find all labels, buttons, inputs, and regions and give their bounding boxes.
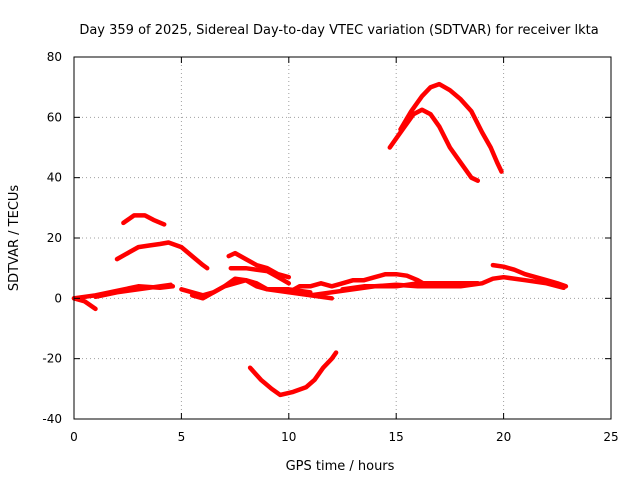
x-tick-label: 20	[496, 430, 511, 444]
axis-ticks: 0 5 10 15 20 25 -40 -20 0 20 40 60 80	[42, 50, 618, 444]
data-series	[71, 81, 569, 398]
series-line-s13	[340, 281, 481, 292]
x-tick-label: 0	[70, 430, 78, 444]
series-line-s15	[387, 107, 481, 183]
y-tick-label: 40	[47, 171, 62, 185]
series-line-s11	[286, 271, 431, 295]
x-tick-label: 15	[389, 430, 404, 444]
grid-lines	[74, 57, 611, 419]
y-tick-label: 60	[47, 110, 62, 124]
y-tick-label: -40	[42, 412, 62, 426]
chart-title: Day 359 of 2025, Sidereal Day-to-day VTE…	[79, 23, 598, 38]
series-line-s10	[247, 350, 339, 398]
x-axis-label: GPS time / hours	[286, 459, 395, 474]
series-line-s14	[490, 262, 569, 289]
x-tick-label: 25	[603, 430, 618, 444]
y-tick-label: 0	[54, 291, 62, 305]
x-tick-label: 10	[281, 430, 296, 444]
y-tick-label: -20	[42, 352, 62, 366]
x-tick-label: 5	[178, 430, 186, 444]
y-axis-label: SDTVAR / TECUs	[7, 185, 22, 292]
series-line-s7	[226, 250, 292, 280]
y-tick-label: 80	[47, 50, 62, 64]
series-line-s16	[398, 81, 504, 174]
series-line-s4	[114, 240, 210, 271]
series-line-s9	[189, 277, 335, 301]
series-line-s8	[228, 265, 292, 286]
y-tick-label: 20	[47, 231, 62, 245]
series-line-s5	[121, 213, 167, 227]
series-line-s3	[93, 282, 173, 300]
